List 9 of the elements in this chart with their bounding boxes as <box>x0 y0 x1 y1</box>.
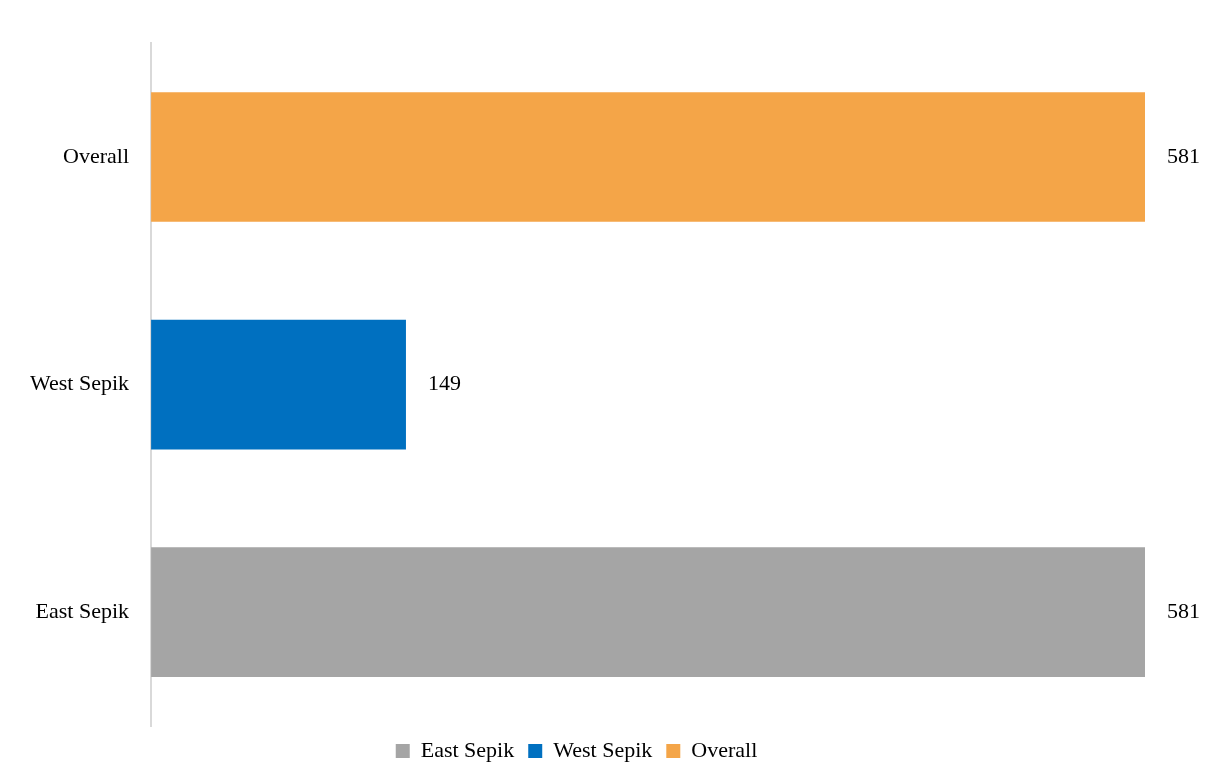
y-tick-label: Overall <box>63 142 130 168</box>
data-label: 149 <box>427 370 461 396</box>
legend-label: Overall <box>691 736 758 762</box>
legend-label: East Sepik <box>420 736 515 762</box>
data-label: 581 <box>1167 597 1200 623</box>
y-tick-label: East Sepik <box>35 597 130 623</box>
data-label: 581 <box>1167 142 1200 168</box>
y-tick-label: West Sepik <box>29 370 130 396</box>
legend-label: West Sepik <box>553 736 653 762</box>
